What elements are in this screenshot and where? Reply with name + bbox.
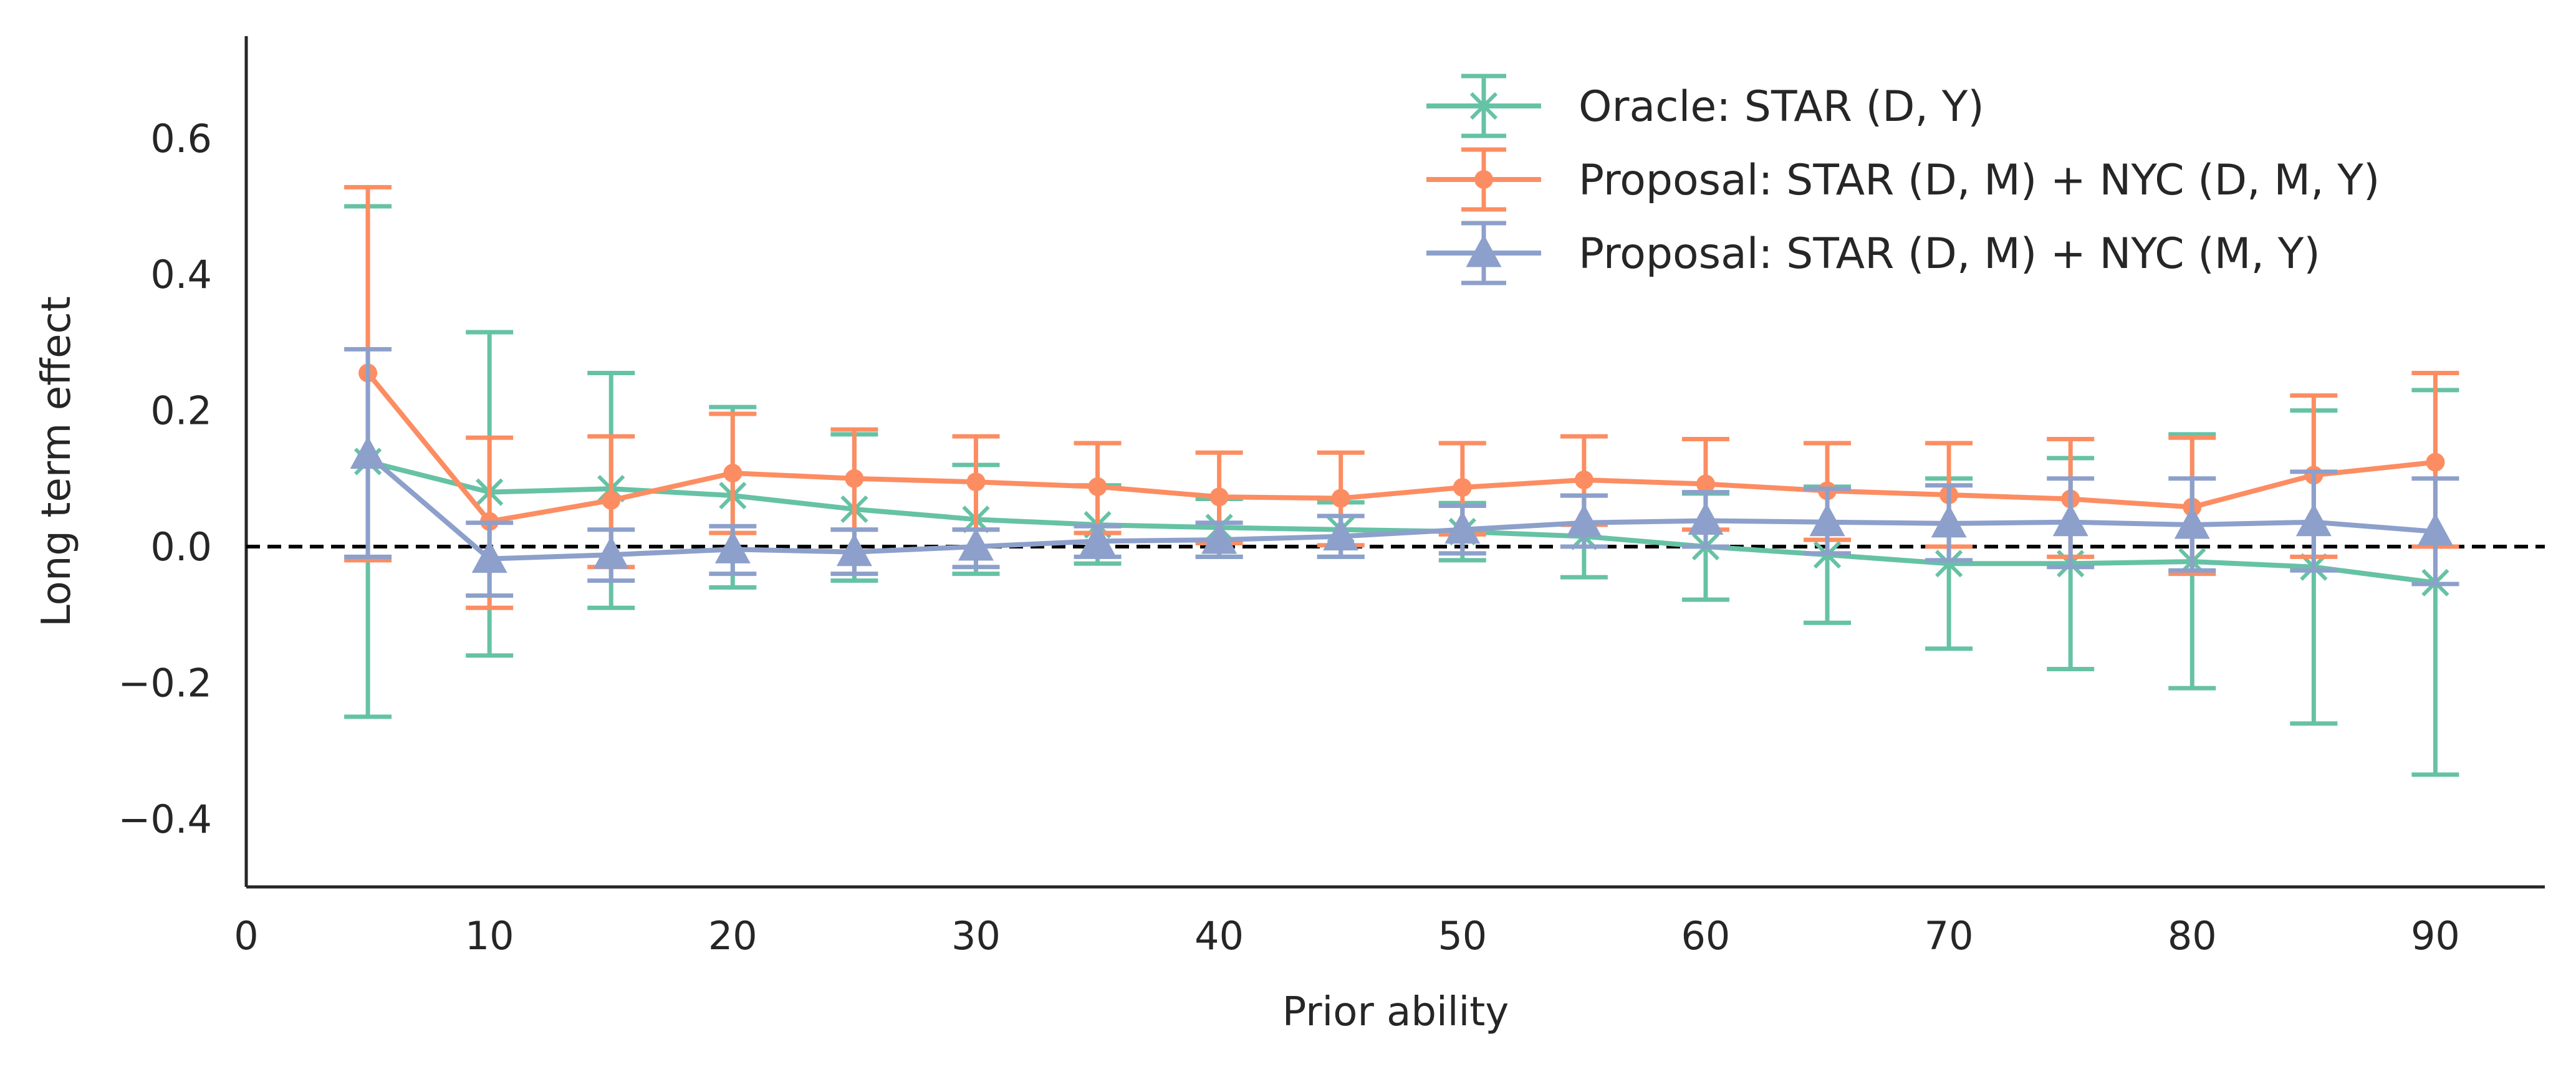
series-group [344, 184, 2459, 777]
data-point [1080, 522, 1116, 555]
data-point [836, 533, 872, 567]
data-point [1688, 502, 1724, 535]
legend-marker [1469, 92, 1498, 120]
x-tick-label: 0 [234, 913, 258, 959]
data-point [958, 528, 994, 561]
data-point [714, 530, 751, 563]
data-point [723, 464, 743, 483]
x-tick-label: 10 [465, 913, 514, 959]
y-tick-label: −0.2 [118, 660, 212, 706]
series-3 [344, 347, 2459, 598]
x-tick-label: 60 [1681, 913, 1730, 959]
x-axis-label: Prior ability [1282, 989, 1509, 1035]
data-point [2295, 503, 2332, 537]
data-point [1331, 489, 1350, 508]
y-tick-label: −0.4 [118, 797, 212, 842]
y-tick-label: 0.2 [150, 388, 212, 434]
legend-label: Proposal: STAR (D, M) + NYC (M, Y) [1579, 229, 2320, 279]
legend-marker [1466, 234, 1502, 267]
x-tick-label: 50 [1438, 913, 1487, 959]
x-tick-label: 80 [2168, 913, 2217, 959]
y-tick-label: 0.4 [150, 252, 212, 297]
y-tick-label: 0.0 [150, 524, 212, 570]
data-point [966, 472, 986, 492]
data-point [1201, 521, 1238, 554]
y-axis-label: Long term effect [34, 296, 80, 627]
data-point [471, 540, 507, 573]
axes-group: 0 10 20 30 40 50 60 70 80 90 −0.4 −0.2 0.0 0.2 0.4 0.6 [118, 36, 2545, 959]
legend-label: Proposal: STAR (D, M) + NYC (D, M, Y) [1579, 156, 2380, 205]
data-point [350, 436, 386, 469]
data-point [845, 469, 864, 488]
data-point [602, 491, 621, 510]
data-point [1453, 477, 1472, 497]
data-point [2417, 512, 2453, 546]
x-tick-label: 20 [708, 913, 757, 959]
data-point [1931, 504, 1967, 538]
series-line [366, 452, 2436, 562]
legend: Oracle: STAR (D, Y) Proposal: STAR (D, M)… [1426, 74, 2380, 285]
legend-item-2: Proposal: STAR (D, M) + NYC (D, M, Y) [1426, 147, 2380, 212]
series-line [365, 371, 2436, 524]
data-point [1088, 477, 1107, 496]
legend-item-1: Oracle: STAR (D, Y) [1426, 74, 1984, 138]
data-point [2174, 506, 2210, 539]
x-tick-label: 30 [951, 913, 1001, 959]
data-point [1209, 487, 1229, 507]
legend-label: Oracle: STAR (D, Y) [1579, 82, 1984, 132]
legend-item-3: Proposal: STAR (D, M) + NYC (M, Y) [1426, 221, 2320, 285]
y-tick-label: 0.6 [150, 116, 212, 161]
data-point [1696, 474, 1715, 494]
data-point [1934, 550, 1963, 578]
x-tick-label: 70 [1925, 913, 1974, 959]
data-point [1323, 517, 1359, 551]
data-point [1574, 470, 1593, 489]
data-point [2052, 503, 2088, 537]
data-point [1566, 504, 1602, 537]
x-tick-label: 40 [1194, 913, 1244, 959]
x-tick-label: 90 [2411, 913, 2460, 959]
data-point [1809, 503, 1845, 537]
legend-marker [1474, 170, 1493, 189]
data-point [2426, 452, 2445, 472]
data-point [593, 536, 629, 569]
data-point [1444, 510, 1481, 544]
